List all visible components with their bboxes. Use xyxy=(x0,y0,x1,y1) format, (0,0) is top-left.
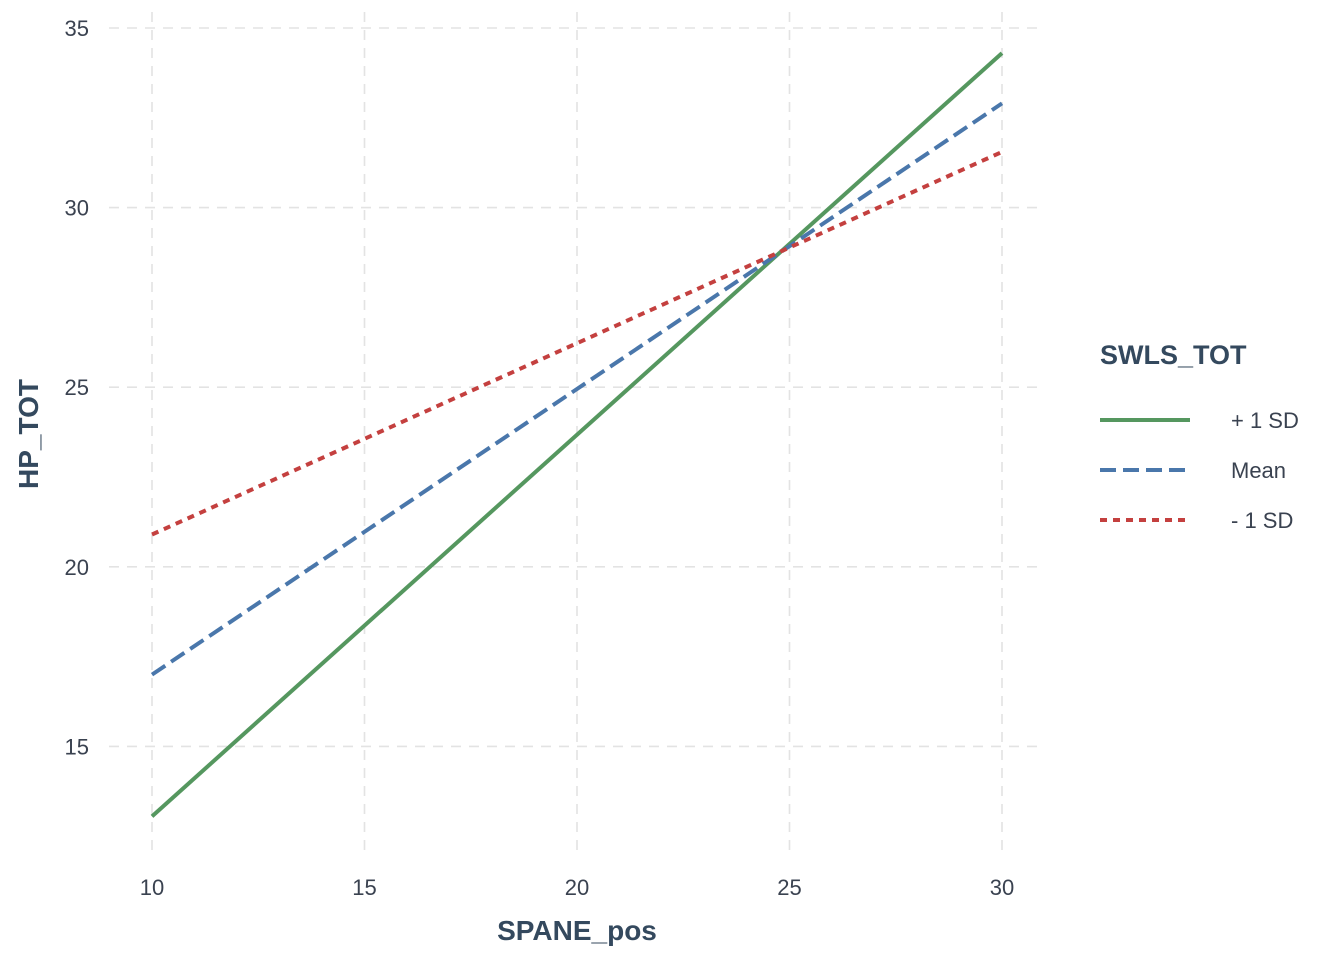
y-tick-label: 20 xyxy=(65,555,89,580)
y-axis-tick-labels: 15 20 25 30 35 xyxy=(65,16,89,759)
legend-label-1: + 1 SD xyxy=(1231,408,1299,433)
horizontal-gridlines xyxy=(109,27,1044,748)
y-axis-title: HP_TOT xyxy=(13,379,44,489)
x-tick-label: 30 xyxy=(990,875,1014,900)
x-axis-title: SPANE_pos xyxy=(497,915,657,946)
series-line-2 xyxy=(150,101,1004,677)
x-tick-label: 15 xyxy=(352,875,376,900)
y-tick-label: 30 xyxy=(65,196,89,221)
x-tick-label: 20 xyxy=(565,875,589,900)
legend: SWLS_TOT + 1 SD Mean - 1 SD xyxy=(1100,340,1299,533)
legend-label-3: - 1 SD xyxy=(1231,508,1293,533)
y-tick-label: 25 xyxy=(65,375,89,400)
legend-items: + 1 SD Mean - 1 SD xyxy=(1100,408,1299,533)
legend-label-2: Mean xyxy=(1231,458,1286,483)
series-lines xyxy=(150,51,1004,818)
series-line-1 xyxy=(150,51,1004,818)
x-axis-tick-labels: 10 15 20 25 30 xyxy=(140,875,1014,900)
x-tick-label: 25 xyxy=(777,875,801,900)
vertical-gridlines xyxy=(151,12,1003,850)
x-tick-label: 10 xyxy=(140,875,164,900)
legend-title: SWLS_TOT xyxy=(1100,340,1247,370)
y-tick-label: 35 xyxy=(65,16,89,41)
y-tick-label: 15 xyxy=(65,734,89,759)
